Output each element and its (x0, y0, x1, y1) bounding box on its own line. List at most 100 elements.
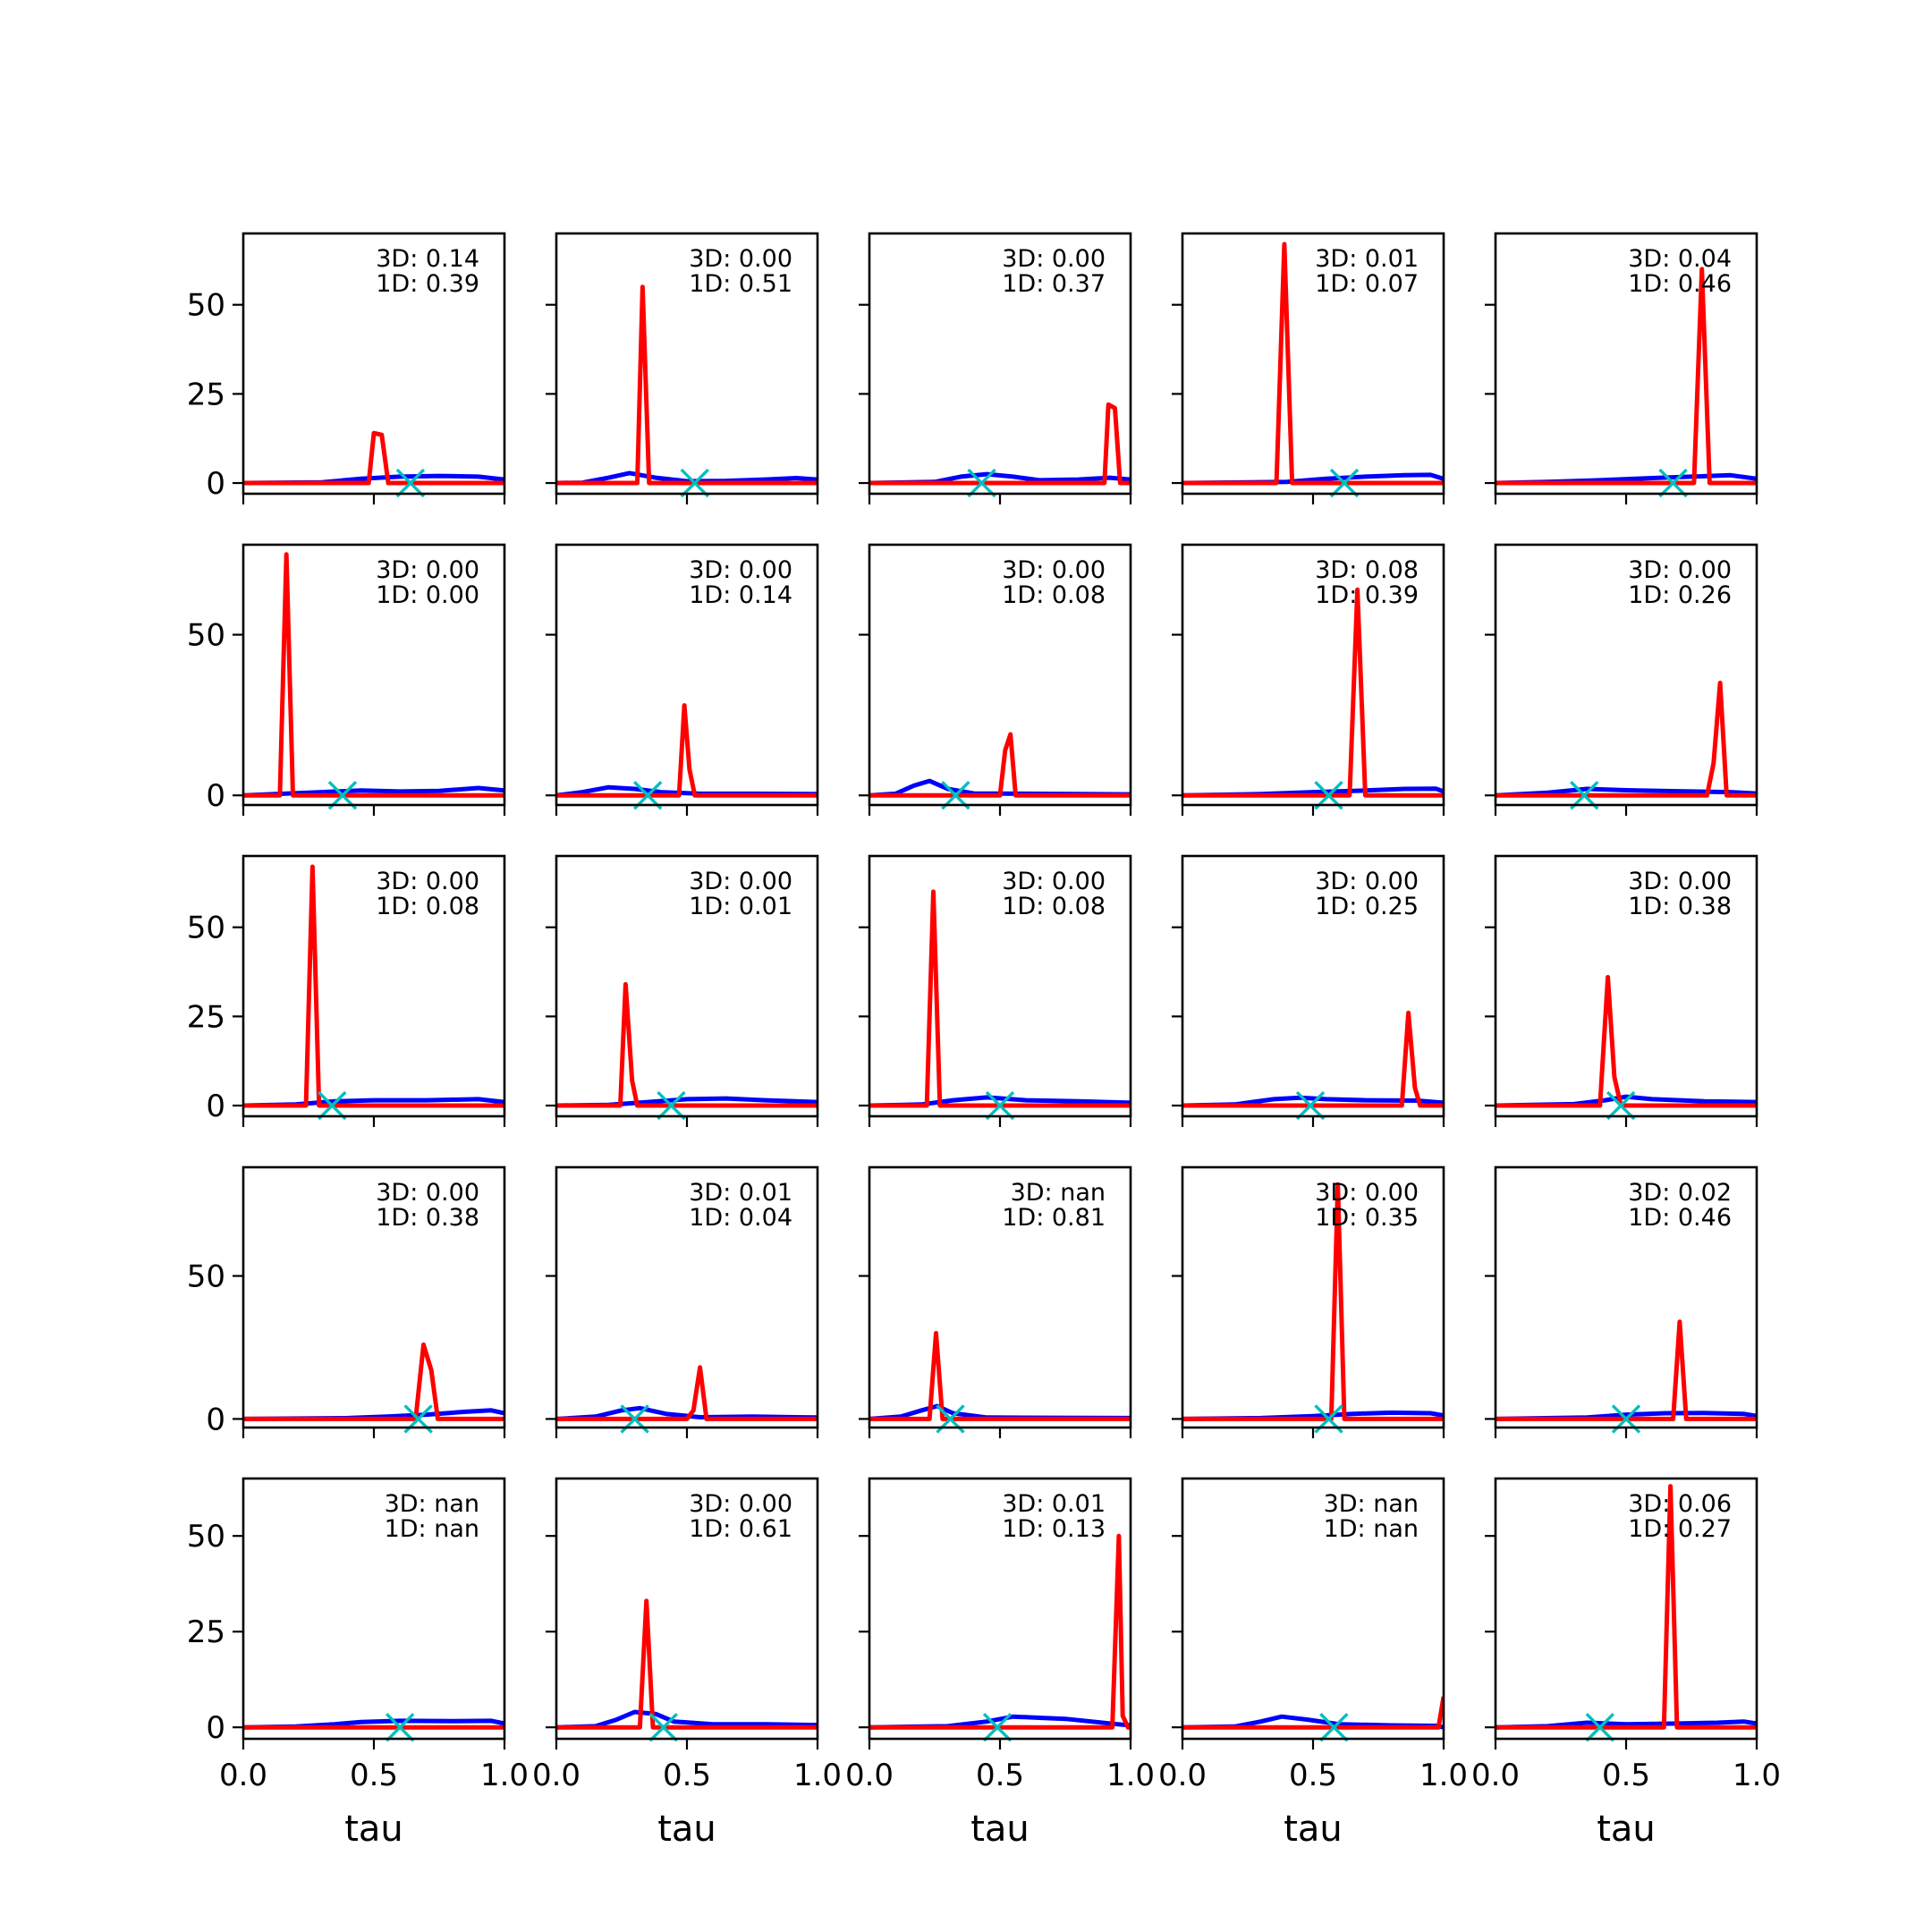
cyan-x-marker (1606, 1090, 1636, 1121)
series-group (869, 1331, 1131, 1421)
red-series-line (1496, 1484, 1757, 1730)
annotation-3d: 3D: 0.00 (1315, 1179, 1419, 1207)
marker-stroke (657, 1090, 686, 1121)
x-tick-label: 1.0 (1733, 1758, 1781, 1793)
annotation-1d: 1D: 0.25 (1315, 893, 1419, 920)
marker-stroke (1295, 1090, 1326, 1121)
annotation-1d: 1D: 0.37 (1002, 270, 1106, 298)
annotation-3d: 3D: 0.14 (376, 245, 479, 273)
cyan-x-marker (982, 1712, 1013, 1742)
x-tick-label: 1.0 (480, 1758, 529, 1793)
annotation-1d: 1D: 0.04 (689, 1204, 792, 1232)
series-group (1182, 1182, 1444, 1421)
cyan-x-marker (657, 1090, 686, 1121)
series-group (1496, 681, 1757, 798)
cyan-x-marker (395, 468, 426, 498)
series-group (1182, 1696, 1444, 1730)
y-tick-label: 25 (187, 1614, 225, 1650)
x-axis-label: tau (1597, 1809, 1656, 1850)
y-tick-label: 50 (187, 1259, 225, 1295)
annotation-1d: 1D: 0.14 (689, 581, 792, 609)
annotation-1d: 1D: 0.39 (1315, 581, 1419, 609)
blue-series-line (1182, 472, 1444, 486)
red-series-line (869, 402, 1131, 486)
annotation-3d: 3D: 0.00 (1315, 868, 1419, 895)
y-tick-label: 0 (206, 778, 225, 814)
annotation-3d: 3D: 0.00 (689, 868, 792, 895)
y-tick-label: 50 (187, 288, 225, 324)
annotation-3d: 3D: 0.00 (1002, 868, 1106, 895)
annotation-3d: 3D: 0.00 (1002, 245, 1106, 273)
red-series-line (243, 1342, 504, 1421)
annotation-1d: 1D: 0.08 (1002, 581, 1106, 609)
red-series-line (1496, 1319, 1757, 1421)
annotation-1d: 1D: 0.35 (1315, 1204, 1419, 1232)
marker-stroke (648, 1712, 678, 1742)
blue-series-line (556, 1709, 818, 1730)
series-group (1496, 267, 1757, 486)
cyan-x-marker (1319, 1712, 1349, 1742)
x-tick-label: 0.0 (219, 1758, 267, 1793)
series-group (243, 864, 504, 1108)
annotation-3d: 3D: 0.00 (1002, 556, 1106, 584)
marker-stroke (1606, 1090, 1636, 1121)
marker-stroke (982, 1712, 1013, 1742)
marker-stroke (318, 1090, 347, 1121)
series-group (243, 430, 504, 486)
marker-stroke (1329, 468, 1360, 498)
cyan-x-marker (318, 1090, 347, 1121)
y-tick-label: 0 (206, 1710, 225, 1746)
blue-series-line (556, 470, 818, 486)
red-series-line (1182, 587, 1444, 798)
x-tick-label: 0.0 (1471, 1758, 1520, 1793)
x-tick-label: 1.0 (793, 1758, 842, 1793)
red-series-line (556, 284, 818, 486)
cyan-x-marker (385, 1712, 415, 1742)
x-tick-label: 0.5 (663, 1758, 711, 1793)
series-group (243, 552, 504, 798)
x-tick-label: 0.5 (1289, 1758, 1337, 1793)
series-group (243, 1718, 504, 1730)
annotation-1d: 1D: 0.13 (1002, 1515, 1106, 1543)
annotation-3d: 3D: 0.01 (1002, 1490, 1106, 1518)
y-tick-label: 25 (187, 377, 225, 412)
red-series-line (556, 703, 818, 798)
annotation-3d: 3D: 0.00 (689, 1490, 792, 1518)
series-group (1182, 587, 1444, 798)
red-series-line (869, 889, 1131, 1108)
annotation-1d: 1D: 0.61 (689, 1515, 792, 1543)
annotation-1d: 1D: nan (1324, 1515, 1419, 1543)
annotation-3d: 3D: 0.00 (1628, 868, 1732, 895)
annotation-3d: 3D: 0.02 (1628, 1179, 1732, 1207)
blue-series-line (243, 785, 504, 798)
red-series-line (243, 430, 504, 486)
annotation-1d: 1D: 0.38 (1628, 893, 1732, 920)
series-group (243, 1342, 504, 1421)
marker-stroke (1585, 1712, 1615, 1742)
x-axis-label: tau (1284, 1809, 1343, 1850)
annotation-3d: 3D: 0.01 (1315, 245, 1419, 273)
x-tick-label: 0.5 (976, 1758, 1024, 1793)
annotation-3d: 3D: 0.00 (689, 556, 792, 584)
series-group (556, 284, 818, 486)
y-tick-label: 50 (187, 1519, 225, 1555)
x-tick-label: 0.5 (350, 1758, 398, 1793)
series-group (869, 732, 1131, 798)
y-tick-label: 0 (206, 1089, 225, 1124)
series-group (1496, 975, 1757, 1108)
marker-stroke (1658, 468, 1688, 498)
